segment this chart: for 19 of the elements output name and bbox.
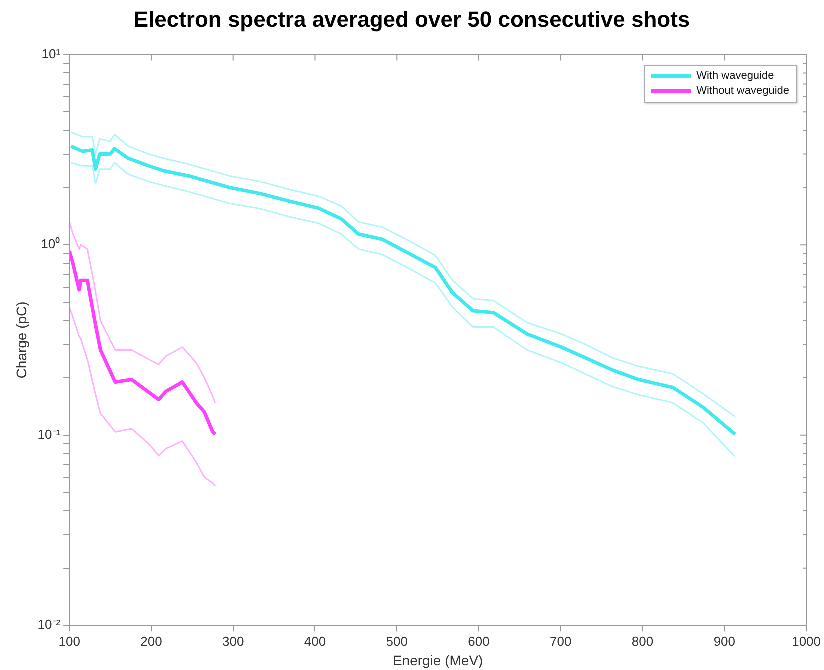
x-tick-label: 700 — [550, 634, 572, 649]
y-tick-label: 10⁻² — [38, 617, 62, 632]
y-tick-label: 10⁻¹ — [38, 426, 62, 442]
legend-label: With waveguide — [696, 70, 774, 82]
x-axis-title: Energie (MeV) — [392, 652, 484, 668]
y-tick-label: 10¹ — [42, 46, 62, 62]
y-tick-label: 10⁰ — [41, 236, 61, 252]
x-tick-label: 800 — [632, 634, 654, 649]
chart-title: Electron spectra averaged over 50 consecutive shots — [132, 6, 692, 34]
x-tick-label: 400 — [304, 634, 326, 649]
legend-label: Without waveguide — [696, 85, 790, 98]
x-tick-label: 300 — [222, 634, 244, 649]
y-axis-title: Charge (pC) — [13, 302, 30, 379]
x-tick-label: 100 — [58, 634, 80, 649]
x-tick-label: 900 — [714, 634, 736, 649]
x-tick-label: 200 — [140, 634, 162, 649]
x-tick-label: 1000 — [792, 634, 821, 649]
x-tick-label: 600 — [468, 634, 490, 649]
x-tick-label: 500 — [386, 634, 408, 649]
